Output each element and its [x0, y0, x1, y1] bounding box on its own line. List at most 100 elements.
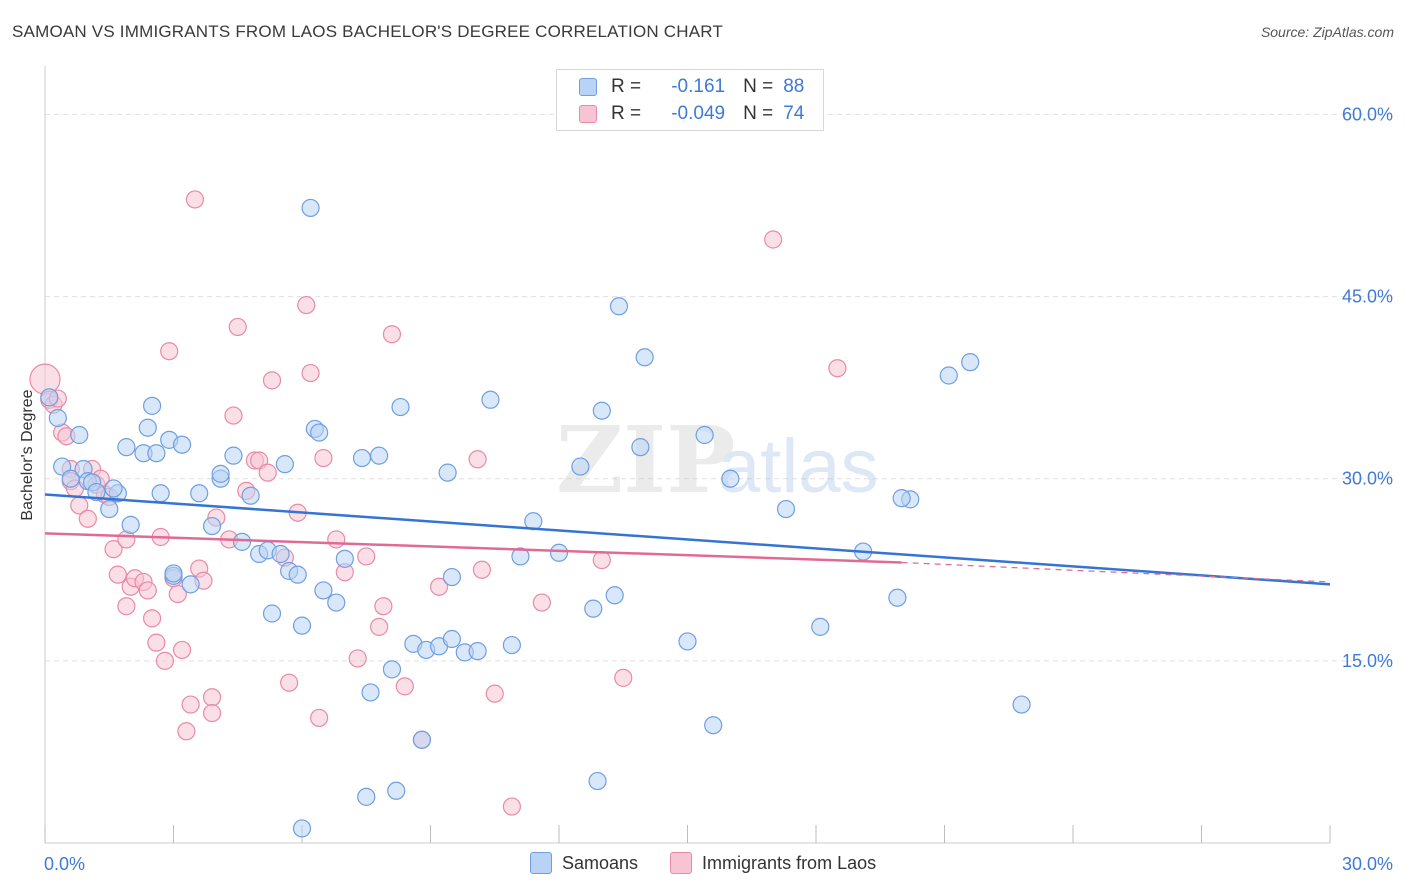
laos-point [357, 547, 376, 566]
legend-swatch-blue [579, 78, 597, 96]
y-tick-label: 30.0% [1342, 469, 1393, 489]
samoan-point [357, 787, 376, 806]
samoan-point [549, 543, 569, 562]
watermark-atlas: atlas [718, 424, 879, 509]
x-tick-label: 30.0% [1342, 854, 1393, 874]
laos-point [370, 617, 389, 636]
legend-swatch-pink [579, 105, 597, 123]
trend-lines [44, 493, 1331, 586]
samoan-point [584, 599, 603, 618]
laos-point [108, 565, 127, 584]
samoan-point [104, 479, 123, 498]
samoan-point [181, 575, 200, 594]
samoan-point [609, 297, 629, 316]
samoan-point [310, 423, 329, 442]
samoan-point [588, 771, 607, 791]
samoan-point [391, 397, 410, 417]
samoan-point [442, 629, 462, 649]
samoan-point [571, 457, 590, 476]
laos-trend-line [44, 532, 902, 564]
samoan-point [704, 716, 723, 735]
laos-point [155, 651, 175, 670]
legend-n-label: N = [743, 103, 774, 124]
legend-r-label: R = [611, 76, 642, 97]
samoan-point [224, 446, 243, 465]
laos-point [181, 695, 200, 714]
samoan-point [117, 438, 136, 457]
samoan-trend-line [44, 493, 1331, 586]
samoan-point [695, 425, 714, 445]
laos-point [147, 633, 166, 652]
samoan-point [939, 366, 958, 385]
chart-source: Source: ZipAtlas.com [1260, 24, 1394, 40]
samoans-swatch [530, 852, 552, 874]
samoan-point [776, 499, 796, 519]
samoan-point [352, 448, 372, 468]
laos-point [168, 584, 187, 604]
chart-title: SAMOAN VS IMMIGRANTS FROM LAOS BACHELOR'… [12, 22, 724, 41]
laos-point [614, 668, 633, 687]
laos-point [348, 649, 367, 668]
laos-point [138, 581, 157, 600]
samoan-points [40, 198, 1031, 838]
laos-point [224, 406, 243, 425]
laos-point [142, 609, 162, 628]
laos-label: Immigrants from Laos [702, 852, 877, 873]
samoan-point [678, 632, 697, 651]
laos-point [160, 342, 179, 361]
tick-labels: 15.0% 30.0% 45.0% 60.0% 0.0% 30.0% [44, 104, 1393, 874]
samoan-point [442, 567, 462, 587]
samoan-point [412, 730, 432, 749]
legend-row-samoans: R = -0.161 N = 88 [579, 74, 804, 100]
samoan-point [70, 425, 89, 445]
samoan-point [382, 660, 402, 679]
samoan-point [721, 469, 740, 488]
laos-point [262, 371, 282, 390]
samoan-point [327, 593, 346, 612]
laos-point [172, 640, 192, 660]
samoan-point [888, 588, 907, 607]
legend-r-value: -0.049 [671, 103, 726, 124]
samoan-point [635, 348, 654, 367]
laos-point [485, 684, 504, 703]
legend-r-value: -0.161 [671, 76, 726, 97]
samoan-point [271, 544, 290, 564]
samoan-point [1012, 695, 1031, 714]
series-legend-laos[interactable]: Immigrants from Laos [670, 852, 876, 874]
laos-point [395, 677, 414, 696]
samoan-point [892, 489, 911, 508]
laos-point [502, 797, 521, 816]
laos-point [382, 325, 402, 344]
samoan-point [190, 484, 209, 503]
laos-point [764, 230, 783, 249]
laos-point [228, 317, 247, 337]
samoan-point [481, 390, 500, 409]
samoan-point [241, 486, 260, 505]
y-tick-label: 60.0% [1342, 104, 1393, 124]
samoan-point [961, 353, 980, 372]
samoans-label: Samoans [562, 852, 639, 873]
legend-r-label: R = [611, 103, 642, 124]
laos-point [117, 597, 136, 616]
laos-point [104, 540, 123, 559]
laos-point [828, 359, 847, 378]
samoan-point [387, 781, 406, 800]
y-tick-label: 15.0% [1342, 651, 1393, 671]
samoan-point [138, 418, 157, 437]
laos-points [29, 190, 847, 816]
laos-swatch [670, 852, 693, 874]
laos-point [202, 703, 222, 723]
samoan-point [811, 617, 830, 636]
laos-trend-extension [901, 561, 1331, 583]
samoan-point [631, 438, 650, 457]
samoan-point [292, 616, 312, 635]
series-legend-samoans[interactable]: Samoans [530, 852, 638, 874]
laos-point [185, 190, 205, 209]
samoan-point [172, 435, 192, 454]
samoan-point [288, 565, 307, 584]
samoan-point [511, 547, 530, 566]
laos-point [78, 509, 97, 528]
laos-point [310, 708, 329, 728]
x-tick-label: 0.0% [44, 854, 85, 874]
